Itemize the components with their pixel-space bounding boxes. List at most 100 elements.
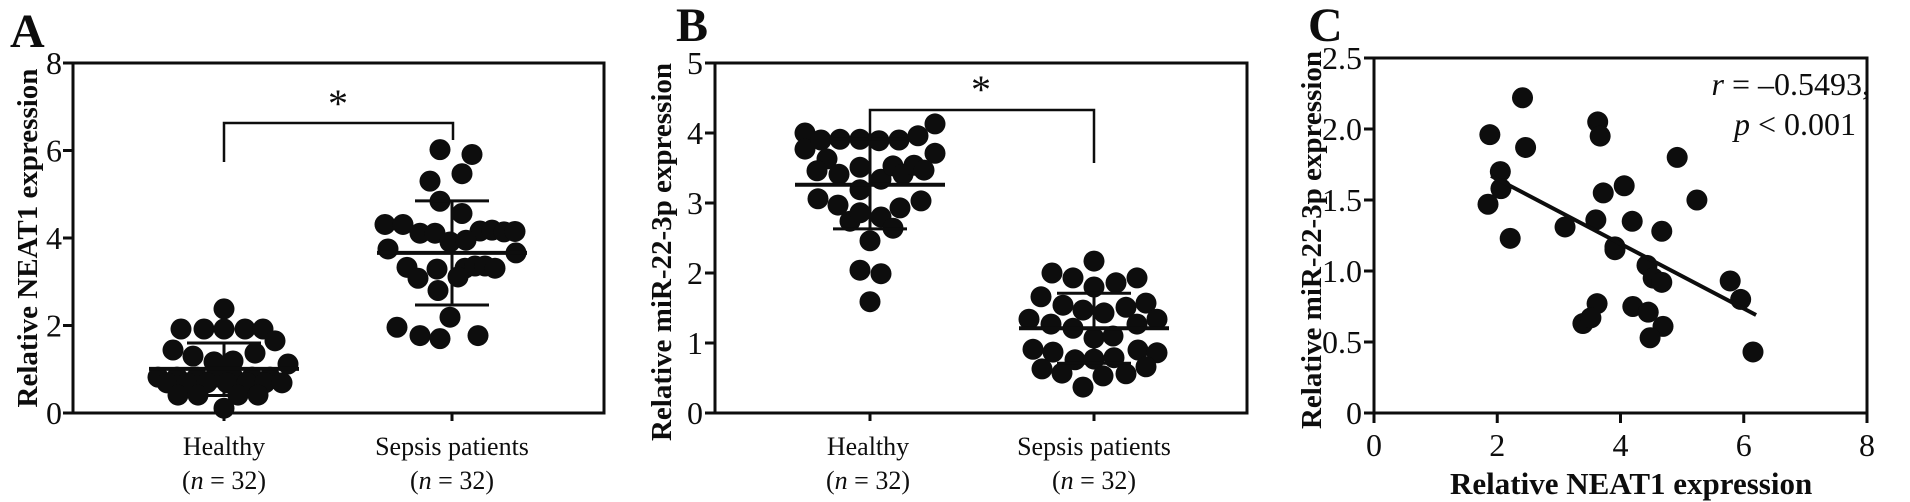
panel-b-data-dot [1105, 272, 1127, 294]
panel-c-scatter-point [1589, 125, 1611, 147]
panel-a-plot: 0 2 4 6 8 [46, 45, 606, 431]
panel-b-letter: B [676, 0, 709, 52]
panel-a-data-dot [374, 213, 396, 235]
panel-a-significance-asterisk: * [328, 81, 348, 126]
panel-c-scatter-point [1613, 175, 1635, 197]
panel-b-data-dot [1030, 286, 1052, 308]
panel-b-data-dot [1115, 363, 1137, 385]
panel-a-y-tick-label: 6 [46, 133, 62, 169]
correlation-p-value: p < 0.001 [1733, 106, 1856, 142]
panel-c-y-tick-label: 2.0 [1322, 111, 1362, 147]
panel-a-data-dot [170, 318, 192, 340]
panel-c-scatter-point [1499, 227, 1521, 249]
panel-b-data-dot [1092, 365, 1114, 387]
panel-a-data-dot [461, 143, 483, 165]
panel-b-y-tick-label: 0 [687, 395, 703, 431]
panel-c-y-tick-label: 0 [1346, 395, 1362, 431]
panel-b-data-dot [1042, 341, 1064, 363]
panel-a-significance-bracket [222, 121, 455, 162]
panel-a-data-dot [419, 170, 441, 192]
panel-b-data-dot [1062, 267, 1084, 289]
panel-c-scatter-point [1639, 327, 1661, 349]
panel-a-data-dot [392, 213, 414, 235]
panel-a-data-dot [427, 280, 449, 301]
panel-b-data-dot [849, 156, 871, 178]
panel-b-y-tick-label: 5 [687, 45, 703, 81]
panel-a-data-dot [162, 339, 184, 361]
panel-b-data-dot [828, 163, 850, 185]
panel-c-x-tick-label: 4 [1613, 427, 1629, 463]
panel-a-data-dot [426, 258, 448, 280]
panel-a-data-dot [409, 325, 431, 347]
panel-a-y-tick-label: 0 [46, 395, 62, 431]
panel-b-data-dot [1022, 338, 1044, 360]
panel-c-correlation-annotation: r = –0.5493, p < 0.001 [1580, 64, 1871, 144]
panel-c-scatter-point [1651, 220, 1673, 242]
panel-b-data-dot [1083, 250, 1105, 272]
panel-b-group-label-sepsis: Sepsis patients (n = 32) [964, 430, 1224, 498]
group-name: Sepsis patients [375, 432, 529, 461]
group-name: Healthy [182, 432, 266, 461]
panel-a-data-dot [213, 298, 235, 320]
panel-a-data-dot [451, 203, 473, 224]
panel-c-x-tick-label: 8 [1859, 427, 1875, 463]
group-n: (n = 32) [826, 466, 910, 495]
panel-c-scatter-point [1651, 271, 1673, 293]
panel-a-data-dot [222, 350, 244, 372]
panel-a-data-dot [407, 267, 429, 289]
panel-c-x-tick-label: 6 [1736, 427, 1752, 463]
panel-b-data-dot [794, 138, 816, 160]
panel-a-data-dot [234, 318, 256, 340]
panel-b-data-dot [1041, 262, 1063, 284]
panel-b-data-dot [1135, 292, 1157, 314]
panel-b-y-tick-label: 3 [687, 185, 703, 221]
panel-a-data-dot [277, 353, 299, 375]
panel-a-data-dot [193, 318, 215, 340]
panel-b-data-dot [849, 259, 871, 281]
panel-b-data-dot [1146, 308, 1168, 330]
panel-c-scatter-point [1585, 209, 1607, 231]
panel-b-data-dot [889, 197, 911, 219]
panel-a-data-dot [182, 345, 204, 367]
panel-c-plot: 0 0.5 1.0 1.5 2.0 2.5 0 2 4 6 8 [1322, 40, 1875, 463]
panel-c-y-tick-label: 1.0 [1322, 253, 1362, 289]
group-n: (n = 32) [1052, 466, 1136, 495]
panel-b-data-dot [1064, 349, 1086, 371]
panel-b-significance-asterisk: * [971, 67, 991, 112]
panel-a-data-dot [439, 231, 461, 253]
panel-a-group-label-sepsis: Sepsis patients (n = 32) [322, 430, 582, 498]
panel-c-scatter-point [1686, 189, 1708, 211]
panel-c-y-tick-label: 2.5 [1322, 40, 1362, 76]
panel-a-data-dot [386, 316, 408, 338]
panel-b-data-dot [1102, 325, 1124, 347]
group-n: (n = 32) [410, 466, 494, 495]
panel-c-scatter-point [1719, 270, 1741, 292]
group-name: Sepsis patients [1017, 432, 1171, 461]
panel-b-data-dot [827, 194, 849, 216]
panel-b-data-dot [849, 179, 871, 201]
panel-a-data-dot [244, 342, 266, 364]
panel-b-data-dot [907, 125, 929, 147]
panel-a-y-tick-label: 8 [46, 45, 62, 81]
panel-b-data-dot [1135, 356, 1157, 378]
panel-b-data-dot [1072, 376, 1094, 398]
panel-c-x-axis-title: Relative NEAT1 expression [1450, 466, 1813, 501]
panel-a-data-dot [271, 372, 293, 394]
panel-c-scatter-point [1592, 182, 1614, 204]
panel-a-data-dot [264, 330, 286, 352]
group-n: (n = 32) [182, 466, 266, 495]
panel-c-scatter-point [1621, 210, 1643, 232]
panel-a-data-dot [455, 229, 477, 251]
panel-b-data-dot [924, 113, 946, 135]
panel-b-plot: 0 1 2 3 4 5 [687, 45, 1249, 431]
panel-b-data-dot [807, 188, 829, 210]
correlation-r-value: r = –0.5493, [1711, 66, 1871, 102]
panel-b-data-dot [1052, 294, 1074, 316]
panel-b-data-dot [1127, 339, 1149, 361]
panel-b-significance-bracket [868, 108, 1096, 163]
panel-b-data-dot [1093, 302, 1115, 324]
panel-b-data-dot [1072, 299, 1094, 321]
panel-c-scatter-point [1479, 124, 1501, 146]
panel-a-y-tick-label: 4 [46, 220, 62, 256]
